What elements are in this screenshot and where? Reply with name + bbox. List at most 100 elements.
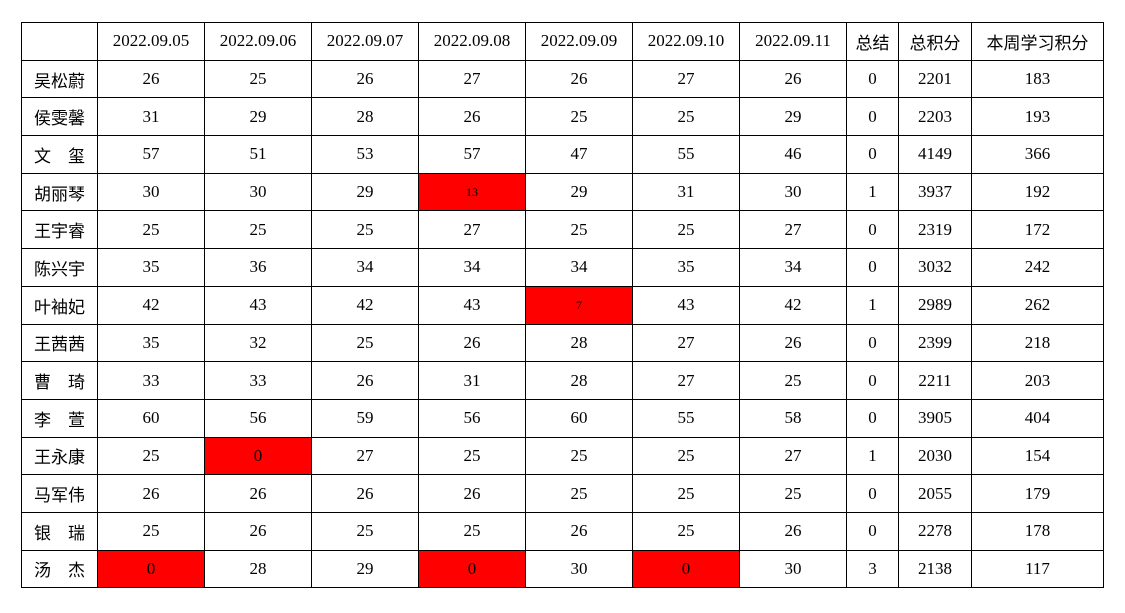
highlighted-day-score-cell: 0	[418, 549, 526, 589]
day-score-cell: 25	[204, 210, 312, 250]
day-score-cell: 27	[632, 323, 740, 363]
summary-cell: 0	[846, 97, 899, 137]
total-score-cell: 2030	[898, 436, 972, 476]
weekly-score-cell: 404	[971, 398, 1104, 438]
day-score-cell: 25	[418, 436, 526, 476]
student-name: 银 瑞	[21, 511, 98, 551]
summary-cell: 0	[846, 248, 899, 287]
weekly-score-cell: 262	[971, 285, 1104, 325]
day-score-cell: 25	[525, 210, 633, 250]
day-score-cell: 30	[204, 172, 312, 212]
corner-cell	[21, 22, 98, 61]
day-score-cell: 25	[525, 436, 633, 476]
day-score-cell: 55	[632, 135, 740, 174]
day-score-cell: 25	[311, 511, 419, 551]
summary-cell: 1	[846, 172, 899, 212]
student-name: 王茜茜	[21, 323, 98, 363]
highlighted-day-score-cell: 7	[525, 285, 633, 325]
table-row: 胡丽琴 30 30 29 13 29 31 30 1 3937 192	[21, 172, 1104, 212]
day-score-cell: 53	[311, 135, 419, 174]
day-score-cell: 26	[204, 474, 312, 513]
day-score-cell: 33	[97, 361, 205, 400]
student-name: 王永康	[21, 436, 98, 476]
day-score-cell: 25	[204, 59, 312, 99]
summary-cell: 3	[846, 549, 899, 589]
day-score-cell: 42	[739, 285, 847, 325]
table-row: 银 瑞 25 26 25 25 26 25 26 0 2278 178	[21, 511, 1104, 551]
student-name: 胡丽琴	[21, 172, 98, 212]
day-score-cell: 29	[311, 172, 419, 212]
day-score-cell: 25	[311, 210, 419, 250]
summary-cell: 0	[846, 511, 899, 551]
total-score-cell: 2203	[898, 97, 972, 137]
day-score-cell: 26	[739, 59, 847, 99]
day-score-cell: 27	[418, 59, 526, 99]
table-row: 侯雯馨 31 29 28 26 25 25 29 0 2203 193	[21, 97, 1104, 137]
day-score-cell: 25	[525, 97, 633, 137]
day-score-cell: 25	[632, 210, 740, 250]
day-score-cell: 25	[632, 511, 740, 551]
highlighted-day-score-cell: 0	[204, 436, 312, 476]
day-score-cell: 29	[525, 172, 633, 212]
day-score-cell: 29	[311, 549, 419, 589]
student-name: 侯雯馨	[21, 97, 98, 137]
day-score-cell: 36	[204, 248, 312, 287]
day-score-cell: 27	[632, 361, 740, 400]
total-score-cell: 3937	[898, 172, 972, 212]
score-table-body: 吴松蔚 26 25 26 27 26 27 26 0 2201 183 侯雯馨 31 29 28 26 25 25…	[21, 59, 1104, 589]
day-score-cell: 25	[311, 323, 419, 363]
weekly-score-cell: 154	[971, 436, 1104, 476]
day-score-cell: 57	[97, 135, 205, 174]
day-score-cell: 27	[311, 436, 419, 476]
day-score-cell: 56	[418, 398, 526, 438]
day-score-cell: 56	[204, 398, 312, 438]
student-name: 陈兴宇	[21, 248, 98, 287]
weekly-score-header: 本周学习积分	[971, 22, 1104, 61]
table-row: 王茜茜 35 32 25 26 28 27 26 0 2399 218	[21, 323, 1104, 363]
student-name: 李 萱	[21, 398, 98, 438]
date-header: 2022.09.05	[97, 22, 205, 61]
weekly-score-cell: 242	[971, 248, 1104, 287]
total-score-cell: 2319	[898, 210, 972, 250]
day-score-cell: 25	[97, 511, 205, 551]
weekly-score-cell: 178	[971, 511, 1104, 551]
summary-cell: 0	[846, 323, 899, 363]
day-score-cell: 55	[632, 398, 740, 438]
header-row: 2022.09.05 2022.09.06 2022.09.07 2022.09…	[21, 22, 1104, 61]
day-score-cell: 26	[418, 474, 526, 513]
day-score-cell: 47	[525, 135, 633, 174]
weekly-score-cell: 192	[971, 172, 1104, 212]
summary-cell: 0	[846, 474, 899, 513]
day-score-cell: 26	[311, 59, 419, 99]
student-name: 汤 杰	[21, 549, 98, 589]
day-score-cell: 28	[204, 549, 312, 589]
weekly-score-cell: 183	[971, 59, 1104, 99]
student-name: 叶袖妃	[21, 285, 98, 325]
day-score-cell: 26	[525, 511, 633, 551]
total-score-cell: 2211	[898, 361, 972, 400]
table-row: 陈兴宇 35 36 34 34 34 35 34 0 3032 242	[21, 248, 1104, 287]
day-score-cell: 28	[311, 97, 419, 137]
day-score-cell: 43	[632, 285, 740, 325]
day-score-cell: 34	[418, 248, 526, 287]
day-score-cell: 26	[97, 59, 205, 99]
highlighted-day-score-cell: 0	[97, 549, 205, 589]
summary-cell: 1	[846, 285, 899, 325]
day-score-cell: 57	[418, 135, 526, 174]
table-row: 王永康 25 0 27 25 25 25 27 1 2030 154	[21, 436, 1104, 476]
day-score-cell: 35	[97, 248, 205, 287]
day-score-cell: 26	[97, 474, 205, 513]
day-score-cell: 26	[739, 323, 847, 363]
table-row: 马军伟 26 26 26 26 25 25 25 0 2055 179	[21, 474, 1104, 513]
table-row: 王宇睿 25 25 25 27 25 25 27 0 2319 172	[21, 210, 1104, 250]
date-header: 2022.09.09	[525, 22, 633, 61]
day-score-cell: 26	[525, 59, 633, 99]
day-score-cell: 30	[739, 549, 847, 589]
total-score-cell: 2989	[898, 285, 972, 325]
day-score-cell: 30	[739, 172, 847, 212]
date-header: 2022.09.11	[739, 22, 847, 61]
day-score-cell: 31	[418, 361, 526, 400]
day-score-cell: 27	[739, 210, 847, 250]
day-score-cell: 29	[204, 97, 312, 137]
highlighted-day-score-cell: 13	[418, 172, 526, 212]
